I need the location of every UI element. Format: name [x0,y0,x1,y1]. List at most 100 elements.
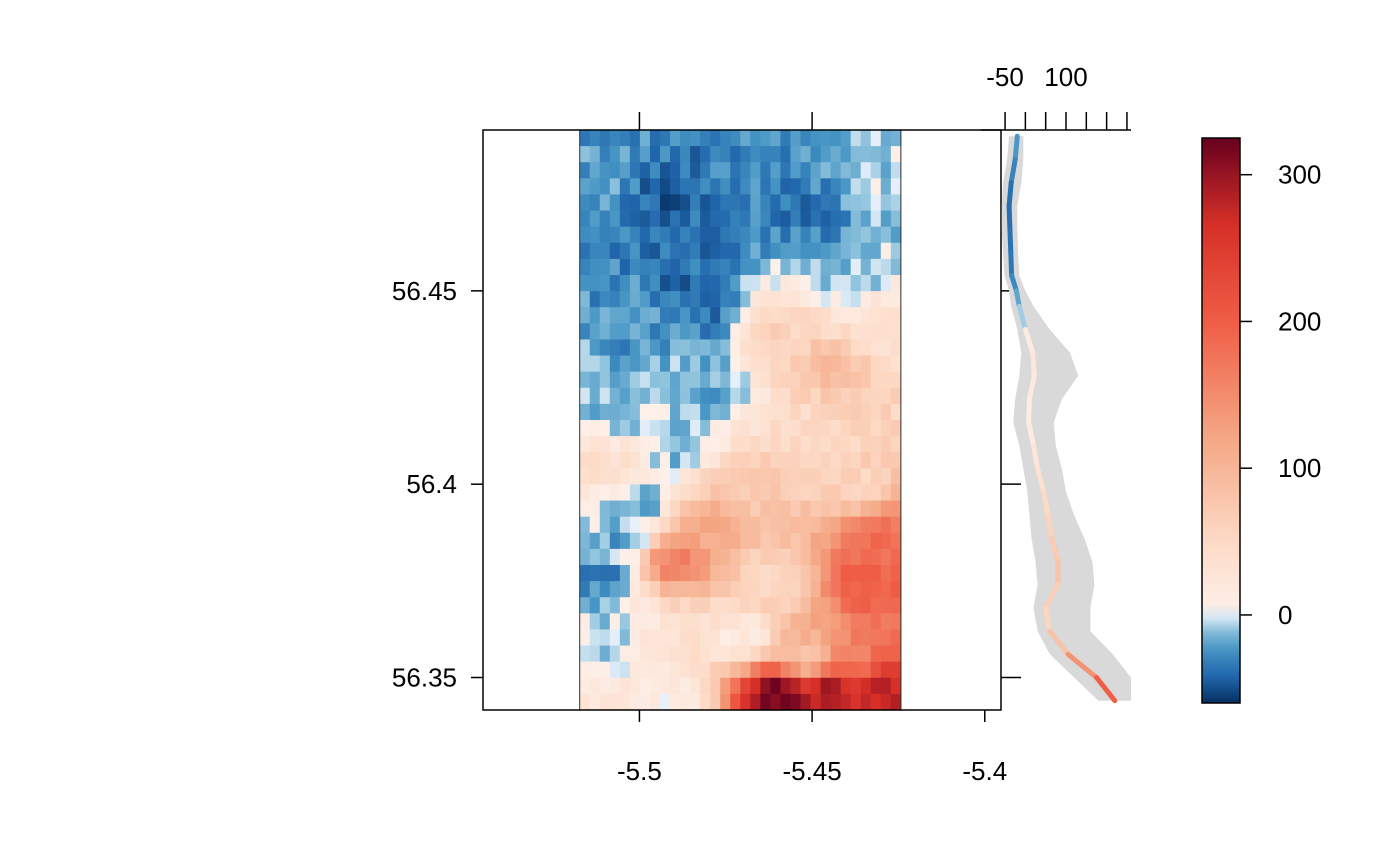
heatmap-cell [780,194,792,212]
heatmap-cell [589,468,601,486]
heatmap-cell [840,484,852,502]
heatmap-cell [810,307,822,324]
heatmap-cell [780,210,792,228]
heatmap-cell [589,516,601,534]
heatmap-cell [589,436,601,453]
heatmap-cell [760,468,771,486]
heatmap-cell [750,629,761,647]
heatmap-cell [579,178,591,196]
heatmap-cell [830,693,842,711]
heatmap-cell [599,661,611,679]
heatmap-y-axis: 56.45 56.4 56.35 [392,276,1021,693]
heatmap-cell [619,323,631,341]
heatmap-cell [740,178,751,196]
heatmap-cell [629,613,641,631]
profile-mean-segment [1049,535,1061,564]
heatmap-cell [770,371,782,389]
heatmap-cell [830,629,842,647]
heatmap-cell [740,436,751,453]
heatmap-cell [750,242,761,260]
heatmap-cell [810,597,822,614]
heatmap-cell [870,500,882,518]
heatmap-cell [700,693,711,711]
heatmap-cell [619,597,631,614]
heatmap-cell [619,387,631,405]
heatmap-cell [890,242,902,260]
heatmap-cell [700,597,711,614]
heatmap-cell [890,468,902,486]
heatmap-cell [850,242,862,260]
heatmap-cell [629,387,641,405]
heatmap-cell [880,500,892,518]
heatmap-cell [870,516,882,534]
heatmap-cell [700,436,711,453]
heatmap-cell [609,403,621,421]
heatmap-cell [680,291,691,308]
heatmap-cell [609,548,621,566]
heatmap-cell [870,484,882,502]
profile-band [1001,136,1131,701]
profile-x-tick-label: 100 [1044,62,1087,92]
heatmap-cell [880,565,892,582]
heatmap-cell [579,452,591,469]
heatmap-cell [890,548,902,566]
heatmap-cell [599,226,611,244]
heatmap-cell [599,532,611,550]
heatmap-cell [860,130,872,147]
heatmap-cell [710,371,721,389]
heatmap-cell [750,258,761,276]
heatmap-cell [720,194,731,212]
heatmap-cell [880,307,892,324]
heatmap-cell [840,661,852,679]
heatmap-cell [629,677,641,695]
heatmap-cell [609,677,621,695]
heatmap-cell [770,339,782,357]
heatmap-cell [810,436,822,453]
heatmap-cell [649,355,661,373]
heatmap-cell [619,403,631,421]
heatmap-cell [810,452,822,469]
heatmap-cell [700,677,711,695]
heatmap-cell [800,226,812,244]
heatmap-cell [720,532,731,550]
heatmap-cell [639,436,651,453]
heatmap-cell [830,242,842,260]
heatmap-cell [599,371,611,389]
heatmap-cell [649,500,661,518]
heatmap-cell [890,307,902,324]
profile-mean-segment [1008,249,1015,278]
heatmap-cell [599,258,611,276]
heatmap-cell [860,258,872,276]
heatmap-cell [700,645,711,663]
heatmap-cell [579,307,591,324]
heatmap-cell [690,371,701,389]
heatmap-cell [810,194,822,212]
heatmap-cell [870,371,882,389]
heatmap-cell [599,275,611,292]
heatmap-cell [750,355,761,373]
heatmap-cell [700,452,711,469]
heatmap-cell [659,307,671,324]
heatmap-cell [579,661,591,679]
heatmap-cell [659,226,671,244]
heatmap-cell [649,258,661,276]
heatmap-cell [639,339,651,357]
heatmap-cell [730,226,741,244]
heatmap-cell [820,226,832,244]
heatmap-cell [740,291,751,308]
heatmap-cell [800,597,812,614]
heatmap-cell [780,629,792,647]
heatmap-cell [659,242,671,260]
heatmap-cell [820,371,832,389]
heatmap-cell [629,275,641,292]
heatmap-x-tick-label: -5.4 [962,756,1007,786]
heatmap-cell [619,629,631,647]
heatmap-cell [609,258,621,276]
heatmap-cell [599,645,611,663]
heatmap-cell [820,452,832,469]
profile-mean-segment [1043,582,1061,611]
heatmap-cell [720,548,731,566]
heatmap-cell [690,387,701,405]
heatmap-cell [619,194,631,212]
heatmap-cell [740,581,751,598]
